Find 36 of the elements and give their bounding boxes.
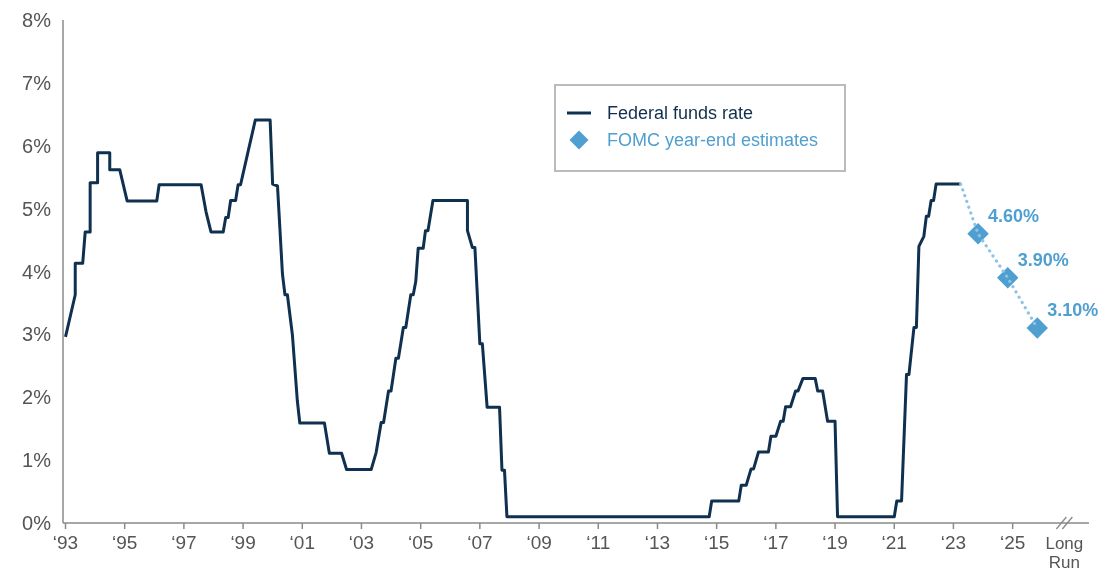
x-tick-label: ‘93 <box>52 532 79 553</box>
x-tick-label: ‘17 <box>763 532 789 553</box>
x-tick-label: ‘11 <box>586 532 611 553</box>
x-tick-label: ‘05 <box>408 532 434 553</box>
x-tick-label: ‘21 <box>881 532 907 553</box>
point <box>997 267 1019 289</box>
y-tick-label: 7% <box>22 71 52 94</box>
x-tick-label: ‘95 <box>111 532 138 553</box>
line-series <box>64 118 963 519</box>
x-tick-label: ‘09 <box>526 532 552 553</box>
y-tick-label: 5% <box>22 197 52 220</box>
x-tick-label: ‘03 <box>348 532 375 553</box>
y-tick-label: 6% <box>22 134 52 157</box>
x-tick-label: ‘01 <box>289 532 315 553</box>
y-tick-label: 3% <box>22 323 52 346</box>
y-tick-label: 4% <box>22 260 52 283</box>
x-tick-label: ‘25 <box>999 532 1026 553</box>
x-tick-label: Long Run <box>1045 534 1084 572</box>
point <box>1026 317 1049 339</box>
x-tick-label: ‘23 <box>940 532 967 553</box>
point <box>967 223 989 245</box>
legend-label: FOMC year-end estimates <box>607 130 819 151</box>
x-tick-label: ‘13 <box>644 532 671 553</box>
x-tick-label: ‘07 <box>467 532 493 553</box>
x-tick-label: ‘97 <box>171 532 197 553</box>
data-label: 3.90% <box>1017 249 1069 270</box>
y-tick-label: 0% <box>22 512 52 534</box>
data-label: 4.60% <box>988 205 1040 226</box>
x-tick-label: ‘15 <box>703 532 730 553</box>
y-tick-label: 1% <box>22 449 52 472</box>
data-label: 3.10% <box>1047 300 1099 321</box>
x-tick-label: ‘19 <box>822 532 848 553</box>
y-tick-label: 8% <box>22 9 52 31</box>
y-tick-label: 2% <box>22 386 52 409</box>
x-tick-label: ‘99 <box>230 532 256 553</box>
legend-label: Federal funds rate <box>607 103 754 124</box>
